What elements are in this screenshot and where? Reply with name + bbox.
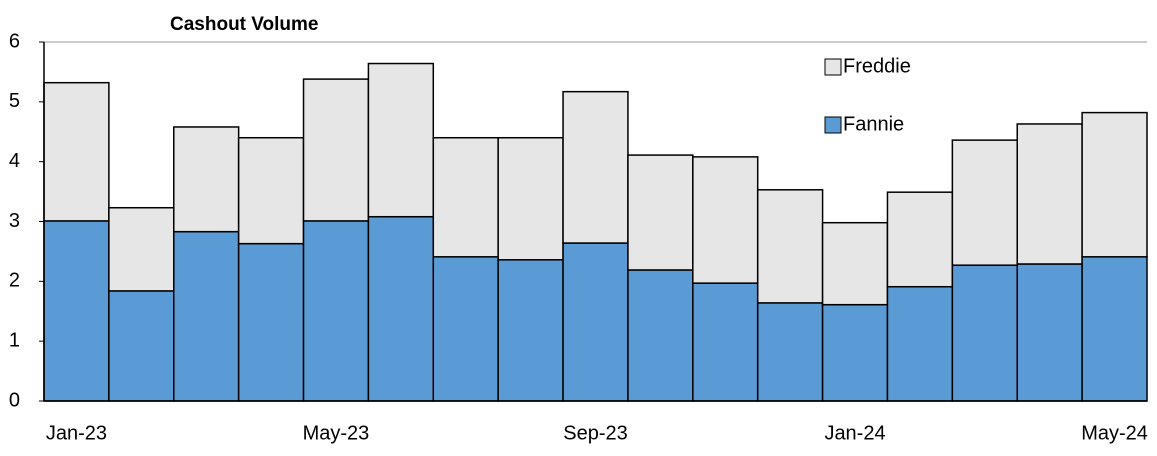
chart-title: Cashout Volume xyxy=(170,14,319,35)
bar-segment xyxy=(886,285,954,402)
bar-segment xyxy=(821,221,889,306)
bar-segment xyxy=(173,126,240,233)
bar-segment xyxy=(886,191,954,288)
legend-swatch xyxy=(824,58,842,76)
bar-segment xyxy=(497,259,564,402)
bar-segment xyxy=(43,220,110,402)
bar-segment xyxy=(367,62,435,218)
x-tick-label: May-24 xyxy=(1081,422,1148,444)
bar-segment xyxy=(1081,111,1148,258)
bar-segment xyxy=(497,136,564,261)
bar-segment xyxy=(562,90,629,244)
bar-segment xyxy=(173,230,240,402)
bar-segment xyxy=(237,136,305,245)
x-tick-label: Jan-23 xyxy=(46,422,107,444)
bar-segment xyxy=(1081,256,1148,402)
bar-segment xyxy=(562,242,629,402)
y-tick-label: 3 xyxy=(9,210,20,232)
y-tick-label: 6 xyxy=(9,30,20,52)
x-tick-label: Jan-24 xyxy=(824,422,885,444)
bar-segment xyxy=(237,242,305,402)
bar-segment xyxy=(108,206,175,292)
bar-segment xyxy=(432,136,499,258)
bar-segment xyxy=(627,269,694,402)
bar-segment xyxy=(108,290,175,402)
bar-segment xyxy=(627,154,694,271)
bar-segment xyxy=(367,215,435,402)
x-tick-label: Sep-23 xyxy=(563,422,628,444)
bar-segment xyxy=(821,303,889,402)
bar-segment xyxy=(951,139,1018,266)
bar-segment xyxy=(302,78,370,222)
bar-segment xyxy=(302,220,370,402)
bar-segment xyxy=(692,156,759,284)
bar-segment xyxy=(43,81,110,222)
bar-segment xyxy=(1016,123,1083,265)
bar-segment xyxy=(1016,263,1083,402)
legend-label: Freddie xyxy=(843,55,911,77)
legend-swatch xyxy=(824,116,842,134)
y-tick-label: 4 xyxy=(9,150,20,172)
y-tick-label: 2 xyxy=(9,270,20,292)
bar-segment xyxy=(432,256,499,402)
bar-segment xyxy=(951,264,1018,402)
bar-segment xyxy=(692,282,759,402)
x-tick-label: May-23 xyxy=(303,422,370,444)
bar-segment xyxy=(756,302,824,402)
y-tick-label: 1 xyxy=(9,329,20,351)
y-tick-label: 0 xyxy=(9,389,20,411)
bar-segment xyxy=(756,189,824,304)
legend-label: Fannie xyxy=(843,113,904,135)
y-tick-label: 5 xyxy=(9,90,20,112)
